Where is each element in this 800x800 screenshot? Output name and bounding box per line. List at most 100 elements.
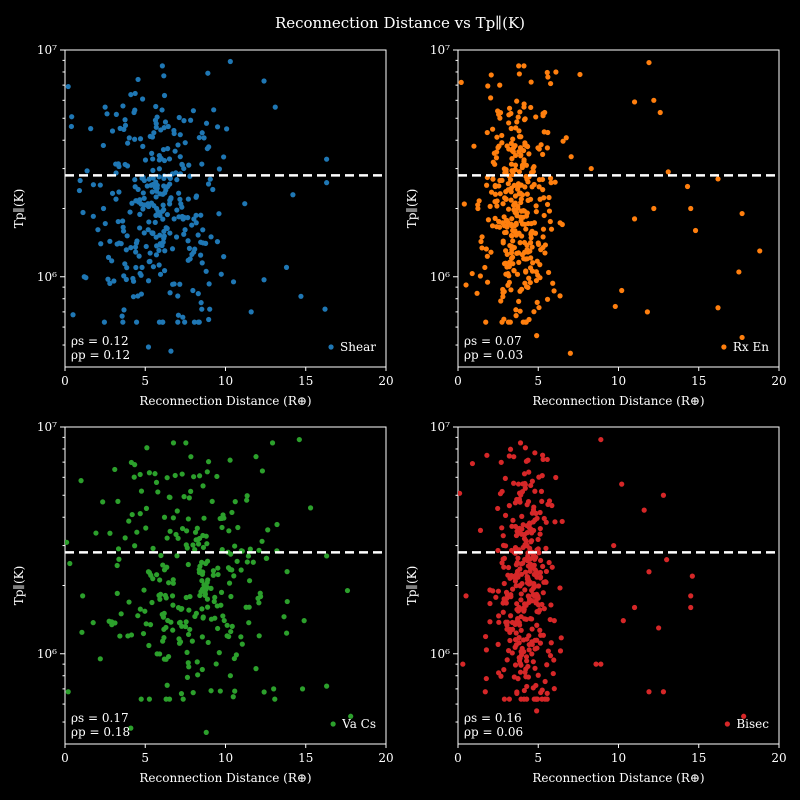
data-point bbox=[230, 694, 236, 700]
data-point bbox=[515, 205, 521, 211]
data-point bbox=[238, 634, 244, 640]
data-point bbox=[185, 561, 191, 568]
data-point bbox=[199, 130, 205, 136]
x-tick-label: 10 bbox=[218, 751, 233, 765]
data-point bbox=[508, 185, 514, 191]
data-point bbox=[165, 183, 171, 190]
data-point bbox=[208, 688, 214, 694]
data-point bbox=[504, 657, 510, 663]
data-point bbox=[502, 543, 509, 549]
data-point bbox=[557, 293, 563, 299]
data-point bbox=[499, 177, 505, 183]
data-point bbox=[514, 98, 520, 104]
data-point bbox=[488, 189, 495, 195]
data-point bbox=[167, 230, 173, 236]
data-point bbox=[132, 184, 138, 190]
data-point bbox=[631, 99, 638, 105]
data-point bbox=[185, 516, 191, 522]
data-point bbox=[204, 469, 210, 475]
data-point bbox=[205, 459, 212, 465]
data-point bbox=[534, 708, 540, 714]
data-point bbox=[533, 277, 540, 284]
data-point bbox=[150, 576, 156, 582]
data-point bbox=[535, 672, 541, 678]
data-point bbox=[117, 125, 123, 131]
data-point bbox=[544, 145, 550, 151]
data-point bbox=[715, 305, 721, 311]
data-point bbox=[193, 220, 199, 226]
scatter-points bbox=[65, 436, 354, 736]
data-point bbox=[499, 488, 505, 495]
data-point bbox=[109, 619, 115, 625]
data-point bbox=[199, 578, 205, 584]
data-point bbox=[199, 260, 205, 266]
data-point bbox=[187, 626, 193, 633]
legend: Rx En bbox=[721, 340, 769, 354]
data-point bbox=[227, 457, 233, 463]
data-point bbox=[182, 140, 188, 146]
legend-label: Va Cs bbox=[341, 717, 376, 731]
data-point bbox=[204, 584, 210, 590]
data-point bbox=[646, 689, 652, 695]
data-point bbox=[161, 514, 168, 520]
data-point bbox=[209, 498, 215, 505]
data-point bbox=[528, 104, 534, 111]
data-point bbox=[203, 120, 210, 126]
data-point bbox=[138, 272, 144, 278]
data-point bbox=[547, 616, 553, 623]
data-point bbox=[139, 175, 145, 181]
data-point bbox=[204, 604, 211, 610]
data-point bbox=[537, 525, 543, 532]
data-point bbox=[191, 319, 198, 325]
data-point bbox=[552, 179, 558, 185]
data-point bbox=[186, 245, 193, 251]
data-point bbox=[527, 556, 533, 562]
data-point bbox=[577, 71, 583, 78]
data-point bbox=[188, 488, 194, 494]
data-point bbox=[551, 686, 557, 692]
data-point bbox=[500, 600, 506, 606]
data-point bbox=[537, 640, 544, 646]
data-point bbox=[97, 182, 103, 188]
data-point bbox=[542, 242, 548, 248]
data-point bbox=[195, 541, 202, 547]
data-point bbox=[512, 162, 519, 168]
data-point bbox=[281, 614, 287, 620]
data-point bbox=[65, 539, 70, 545]
data-point bbox=[148, 182, 154, 188]
data-point bbox=[70, 312, 76, 318]
data-point bbox=[219, 546, 225, 553]
data-point bbox=[546, 498, 553, 504]
data-point bbox=[524, 502, 530, 508]
data-point bbox=[186, 162, 192, 168]
data-point bbox=[156, 262, 162, 268]
data-point bbox=[519, 526, 525, 532]
data-point bbox=[545, 648, 551, 654]
data-point bbox=[521, 117, 528, 123]
data-point bbox=[149, 150, 155, 156]
data-point bbox=[196, 473, 203, 479]
data-point bbox=[503, 218, 509, 224]
y-tick-label: 10⁷ bbox=[37, 43, 57, 57]
data-point bbox=[132, 543, 138, 549]
data-point bbox=[532, 230, 539, 236]
data-point bbox=[588, 165, 594, 172]
data-point bbox=[172, 472, 178, 479]
data-point bbox=[153, 212, 159, 219]
data-point bbox=[154, 651, 160, 657]
data-point bbox=[298, 293, 304, 299]
data-point bbox=[177, 281, 183, 287]
data-point bbox=[199, 161, 205, 167]
data-point bbox=[125, 633, 131, 639]
data-point bbox=[537, 557, 544, 564]
data-point bbox=[523, 268, 529, 274]
data-point bbox=[111, 278, 117, 284]
data-point bbox=[164, 564, 170, 570]
data-point bbox=[256, 547, 262, 553]
spearman-stat: ρs = 0.12 bbox=[71, 334, 129, 348]
data-point bbox=[689, 573, 695, 579]
data-point bbox=[516, 259, 522, 265]
y-tick-label: 10⁶ bbox=[37, 270, 57, 284]
data-point bbox=[544, 69, 550, 76]
data-point bbox=[535, 583, 542, 589]
